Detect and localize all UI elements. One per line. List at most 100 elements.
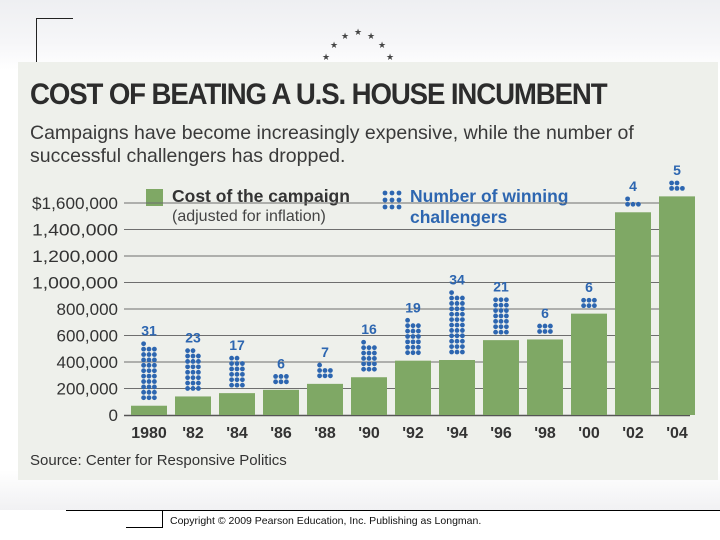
x-tick-label: '86 [270, 425, 292, 442]
cost-bar [131, 405, 167, 415]
svg-text:★: ★ [354, 27, 362, 37]
x-tick-label: '84 [226, 425, 248, 442]
challenger-dot [146, 362, 152, 368]
challenger-dot [498, 297, 504, 303]
challenger-dot [405, 334, 410, 339]
challenger-dot [454, 349, 460, 355]
challenger-dot [537, 329, 542, 334]
challenger-dot [141, 357, 146, 363]
challenger-dot [586, 303, 592, 309]
x-tick-label: '82 [182, 425, 204, 442]
challenger-dot [229, 366, 235, 372]
challenger-dot [449, 338, 454, 344]
x-tick-label: '94 [446, 425, 468, 442]
x-tick-label: 1980 [131, 425, 167, 442]
challenger-count-label: 19 [405, 299, 421, 315]
challenger-dot [449, 295, 454, 301]
challenger-dot [146, 373, 152, 379]
challenger-dot [152, 362, 157, 368]
challenger-dot [366, 366, 372, 372]
challenger-dot [542, 323, 548, 329]
challenger-dot [328, 373, 333, 379]
challenger-dot [416, 334, 421, 339]
challenger-dot [460, 333, 465, 339]
challenger-dot [152, 357, 157, 363]
cost-bar [395, 360, 431, 415]
challenger-dot [185, 348, 191, 354]
challenger-dot [405, 323, 410, 329]
challenger-dot [141, 352, 146, 357]
challenger-dot [680, 185, 685, 191]
challenger-dot [152, 389, 157, 395]
challenger-dot [141, 362, 146, 368]
challenger-count-label: 17 [229, 337, 245, 353]
star-seal-icon: ★ ★ ★ ★ ★ ★ ★ [322, 27, 394, 62]
challenger-dot [537, 323, 542, 329]
challenger-dot [366, 361, 372, 367]
challenger-dot [493, 324, 498, 330]
x-tick-label: '88 [314, 425, 336, 442]
challenger-dot [410, 350, 416, 356]
challenger-dot [196, 369, 201, 375]
challenger-dot [190, 364, 196, 370]
challenger-dot [669, 180, 674, 186]
challenger-dot [416, 344, 421, 350]
challenger-dot [674, 185, 680, 191]
challenger-dots [229, 355, 245, 388]
challenger-dot [460, 322, 465, 328]
challenger-dot [498, 313, 504, 319]
challenger-dot [278, 374, 284, 379]
challenger-dot [366, 356, 372, 361]
challenger-dot [185, 359, 191, 364]
challenger-dot [317, 362, 322, 368]
challenger-dot [454, 344, 460, 350]
challenger-dot [504, 329, 509, 335]
challenger-dots [581, 297, 597, 309]
svg-text:★: ★ [378, 40, 386, 50]
y-tick-label: 600,000 [57, 327, 118, 346]
challenger-dot [185, 369, 191, 375]
x-tick-label: '92 [402, 425, 424, 442]
challenger-dot [234, 361, 240, 366]
challenger-count-label: 21 [493, 279, 509, 295]
challenger-dot [581, 303, 586, 309]
challenger-dot [449, 328, 454, 333]
challenger-dot [493, 308, 498, 313]
challenger-dot [196, 364, 201, 370]
background-top [0, 0, 720, 70]
y-tick-label: 800,000 [57, 300, 118, 319]
challenger-dot [240, 377, 245, 383]
challenger-dot [229, 371, 235, 377]
challenger-dot [317, 368, 322, 373]
challenger-dot [152, 395, 157, 401]
challenger-dot [454, 322, 460, 328]
cost-bar [483, 340, 519, 415]
challenger-dot [460, 306, 465, 312]
challenger-count-label: 6 [541, 305, 549, 321]
legend-cost-note: (adjusted for inflation) [172, 208, 326, 225]
challenger-dot [141, 389, 146, 395]
challenger-dot [141, 346, 146, 352]
challenger-dots [493, 297, 509, 335]
challenger-dot [504, 297, 509, 303]
challenger-dot [460, 344, 465, 350]
challenger-dot [625, 201, 630, 207]
challenger-dot [234, 366, 240, 372]
challenger-dot [460, 311, 465, 317]
challenger-dot [361, 361, 366, 367]
challenger-dot [454, 311, 460, 317]
challenger-dot [146, 357, 152, 363]
challenger-dot [416, 323, 421, 329]
x-tick-label: '02 [622, 425, 644, 442]
challenger-dot [410, 328, 416, 334]
chart-plot: $1,600,000 1,400,000 1,200,000 1,000,000 800… [32, 162, 695, 442]
challenger-count-label: 4 [629, 178, 637, 194]
challenger-dot [449, 306, 454, 312]
challenger-count-label: 31 [141, 323, 157, 339]
x-tick-label: '90 [358, 425, 380, 442]
challenger-dot [449, 301, 454, 306]
challenger-dots [141, 341, 157, 401]
challenger-dot [229, 361, 235, 366]
challenger-dots [405, 317, 421, 356]
challenger-dot [141, 384, 146, 390]
